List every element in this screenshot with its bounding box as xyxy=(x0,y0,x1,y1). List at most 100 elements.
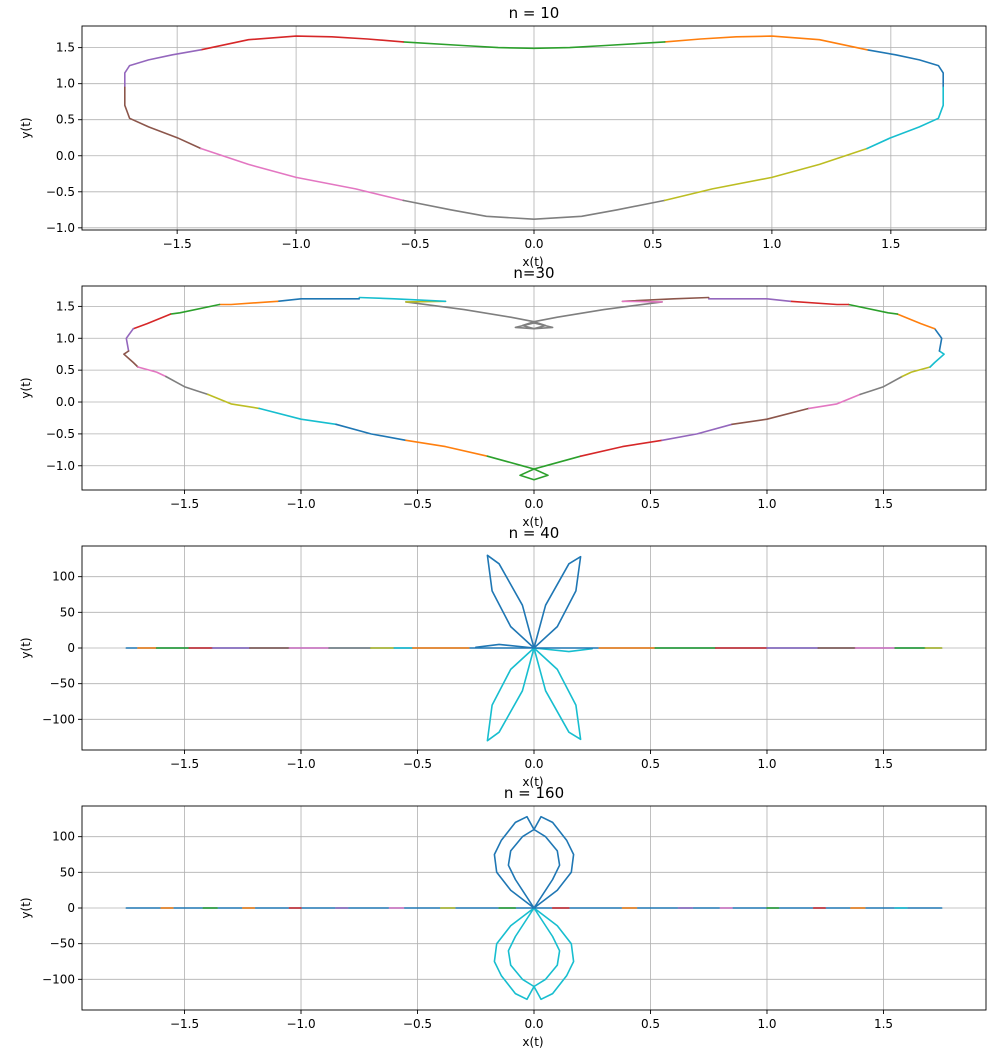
subplot-2: −1.5 −1.0 −0.5 0.0 0.5 1.0 1.5 −1.0 −0.5 0.0 0.5 1.… xyxy=(19,264,987,529)
series-line-6 xyxy=(169,303,221,315)
y-tick-label: 0 xyxy=(67,901,75,915)
y-tick-label: 0.5 xyxy=(56,113,75,127)
x-tick-label: 1.0 xyxy=(757,497,776,511)
x-tick-label: −1.5 xyxy=(170,757,199,771)
x-tick-label: −0.5 xyxy=(400,237,429,251)
series-line-8 xyxy=(125,327,135,352)
series-line-9 xyxy=(123,350,139,368)
x-tick-label: −0.5 xyxy=(403,497,432,511)
y-tick-label: 50 xyxy=(60,865,75,879)
x-axis-label: x(t) xyxy=(522,515,543,529)
x-tick-label: 0.0 xyxy=(524,1017,543,1031)
y-tick-label: −0.5 xyxy=(46,427,75,441)
y-axis-label: y(t) xyxy=(19,637,33,658)
series-line-10 xyxy=(137,366,167,378)
series-line-28 xyxy=(707,297,792,303)
x-tick-label: 0.0 xyxy=(524,497,543,511)
series-line-4 xyxy=(200,35,405,51)
series-line-24 xyxy=(933,327,943,352)
y-tick-label: 0.0 xyxy=(56,395,75,409)
y-tick-label: −100 xyxy=(42,712,75,726)
series-line-29 xyxy=(621,296,710,303)
series-line-14 xyxy=(335,423,407,442)
y-tick-label: 1.5 xyxy=(56,299,75,313)
y-tick-label: −100 xyxy=(42,972,75,986)
x-tick-label: 1.5 xyxy=(881,237,900,251)
y-tick-label: 0.5 xyxy=(56,363,75,377)
series-line-1 xyxy=(474,554,582,649)
y-tick-label: −1.0 xyxy=(46,221,75,235)
chart-title: n = 40 xyxy=(509,524,560,542)
x-tick-label: 0.0 xyxy=(524,237,543,251)
series-line-18 xyxy=(661,423,733,442)
x-axis-label: x(t) xyxy=(522,775,543,789)
series-line-2 xyxy=(486,647,594,742)
y-tick-label: 100 xyxy=(52,830,75,844)
y-tick-label: 1.0 xyxy=(56,331,75,345)
series-line-7 xyxy=(132,313,172,330)
subplot-1: −1.5 −1.0 −0.5 0.0 0.5 1.0 1.5 −1.0 −0.5 0.0 0.5 1.… xyxy=(19,4,987,269)
series-line-4 xyxy=(276,297,361,303)
x-tick-label: 1.5 xyxy=(874,497,893,511)
x-tick-label: −1.5 xyxy=(163,237,192,251)
series-line-1 xyxy=(405,301,663,330)
x-tick-label: 0.5 xyxy=(641,757,660,771)
series-line-2 xyxy=(493,907,575,1001)
x-tick-label: −0.5 xyxy=(403,1017,432,1031)
y-tick-label: 0 xyxy=(67,641,75,655)
subplot-3: −1.5 −1.0 −0.5 0.0 0.5 1.0 1.5 −100 −50 0 50 100 x(t… xyxy=(19,524,987,789)
x-axis-label: x(t) xyxy=(522,255,543,269)
x-tick-label: 0.5 xyxy=(641,497,660,511)
series-line-30 xyxy=(621,300,663,303)
x-tick-label: 0.0 xyxy=(524,757,543,771)
series-line-19 xyxy=(731,407,810,426)
y-tick-label: −50 xyxy=(50,677,75,691)
series-line-13 xyxy=(258,407,337,426)
chart-title: n=30 xyxy=(513,264,554,282)
y-tick-label: −0.5 xyxy=(46,185,75,199)
y-axis-label: y(t) xyxy=(19,117,33,138)
x-tick-label: −0.5 xyxy=(403,757,432,771)
x-tick-label: −1.5 xyxy=(170,497,199,511)
x-tick-label: 0.5 xyxy=(641,1017,660,1031)
series-line-5 xyxy=(218,300,279,306)
series-line-3 xyxy=(402,41,666,50)
series-line-6 xyxy=(124,86,202,150)
x-tick-label: 1.0 xyxy=(757,1017,776,1031)
chart-title: n = 160 xyxy=(504,784,564,802)
x-tick-label: 1.5 xyxy=(874,757,893,771)
y-axis-label: y(t) xyxy=(19,377,33,398)
series-line-15 xyxy=(405,439,489,458)
subplot-4: −1.5 −1.0 −0.5 0.0 0.5 1.0 1.5 −100 −50 0 50 100 x(t… xyxy=(19,784,987,1049)
series-line-16 xyxy=(486,455,582,481)
x-tick-label: −1.0 xyxy=(286,497,315,511)
series-line-9 xyxy=(663,147,868,202)
x-tick-label: −1.0 xyxy=(282,237,311,251)
x-axis-label: x(t) xyxy=(522,1035,543,1049)
series-line-12 xyxy=(207,393,260,410)
series-line-8 xyxy=(402,199,666,220)
y-tick-label: 100 xyxy=(52,570,75,584)
series-line-1 xyxy=(866,48,945,89)
series-line-21 xyxy=(859,375,903,396)
series-line-11 xyxy=(165,375,209,396)
y-tick-label: 50 xyxy=(60,605,75,619)
y-tick-label: 1.0 xyxy=(56,77,75,91)
y-axis-label: y(t) xyxy=(19,897,33,918)
series-line-20 xyxy=(808,393,862,410)
x-tick-label: 0.5 xyxy=(643,237,662,251)
series-line-5 xyxy=(124,48,202,89)
y-tick-label: −1.0 xyxy=(46,459,75,473)
chart-title: n = 10 xyxy=(509,4,560,22)
x-tick-label: −1.0 xyxy=(286,1017,315,1031)
series-line-22 xyxy=(901,366,931,378)
x-tick-label: 1.0 xyxy=(762,237,781,251)
series-line-7 xyxy=(200,147,405,202)
x-tick-label: 1.5 xyxy=(874,1017,893,1031)
series-line-10 xyxy=(866,86,945,150)
series-line-1 xyxy=(493,815,575,909)
series-line-23 xyxy=(929,350,945,368)
x-tick-label: −1.0 xyxy=(286,757,315,771)
x-tick-label: 1.0 xyxy=(757,757,776,771)
